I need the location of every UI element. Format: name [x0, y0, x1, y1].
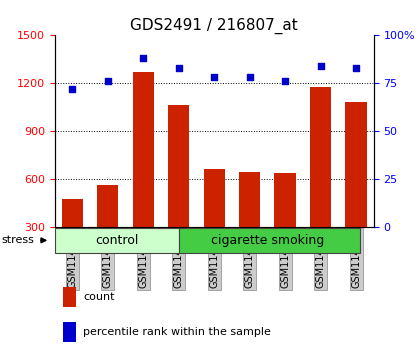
Point [69, 86, 76, 92]
Text: cigarette smoking: cigarette smoking [211, 234, 324, 247]
Bar [168, 105, 189, 227]
Point [282, 79, 289, 84]
Title: GDS2491 / 216807_at: GDS2491 / 216807_at [130, 18, 298, 34]
Bar [63, 322, 76, 342]
FancyBboxPatch shape [55, 228, 179, 253]
Bar [239, 172, 260, 227]
Bar [62, 199, 83, 227]
Bar [345, 102, 367, 227]
Bar [133, 72, 154, 227]
Bar [63, 287, 76, 307]
Bar [97, 185, 118, 227]
Point [353, 65, 360, 71]
Text: count: count [84, 292, 115, 302]
Point [176, 65, 182, 71]
Point [140, 56, 147, 61]
Point [211, 75, 218, 80]
Bar [275, 173, 296, 227]
Point [246, 75, 253, 80]
Point [317, 63, 324, 69]
Bar [310, 87, 331, 227]
Text: stress: stress [1, 235, 34, 245]
Text: control: control [95, 234, 138, 247]
Text: percentile rank within the sample: percentile rank within the sample [84, 327, 271, 337]
Bar [204, 169, 225, 227]
FancyBboxPatch shape [179, 228, 360, 253]
Point [105, 79, 111, 84]
